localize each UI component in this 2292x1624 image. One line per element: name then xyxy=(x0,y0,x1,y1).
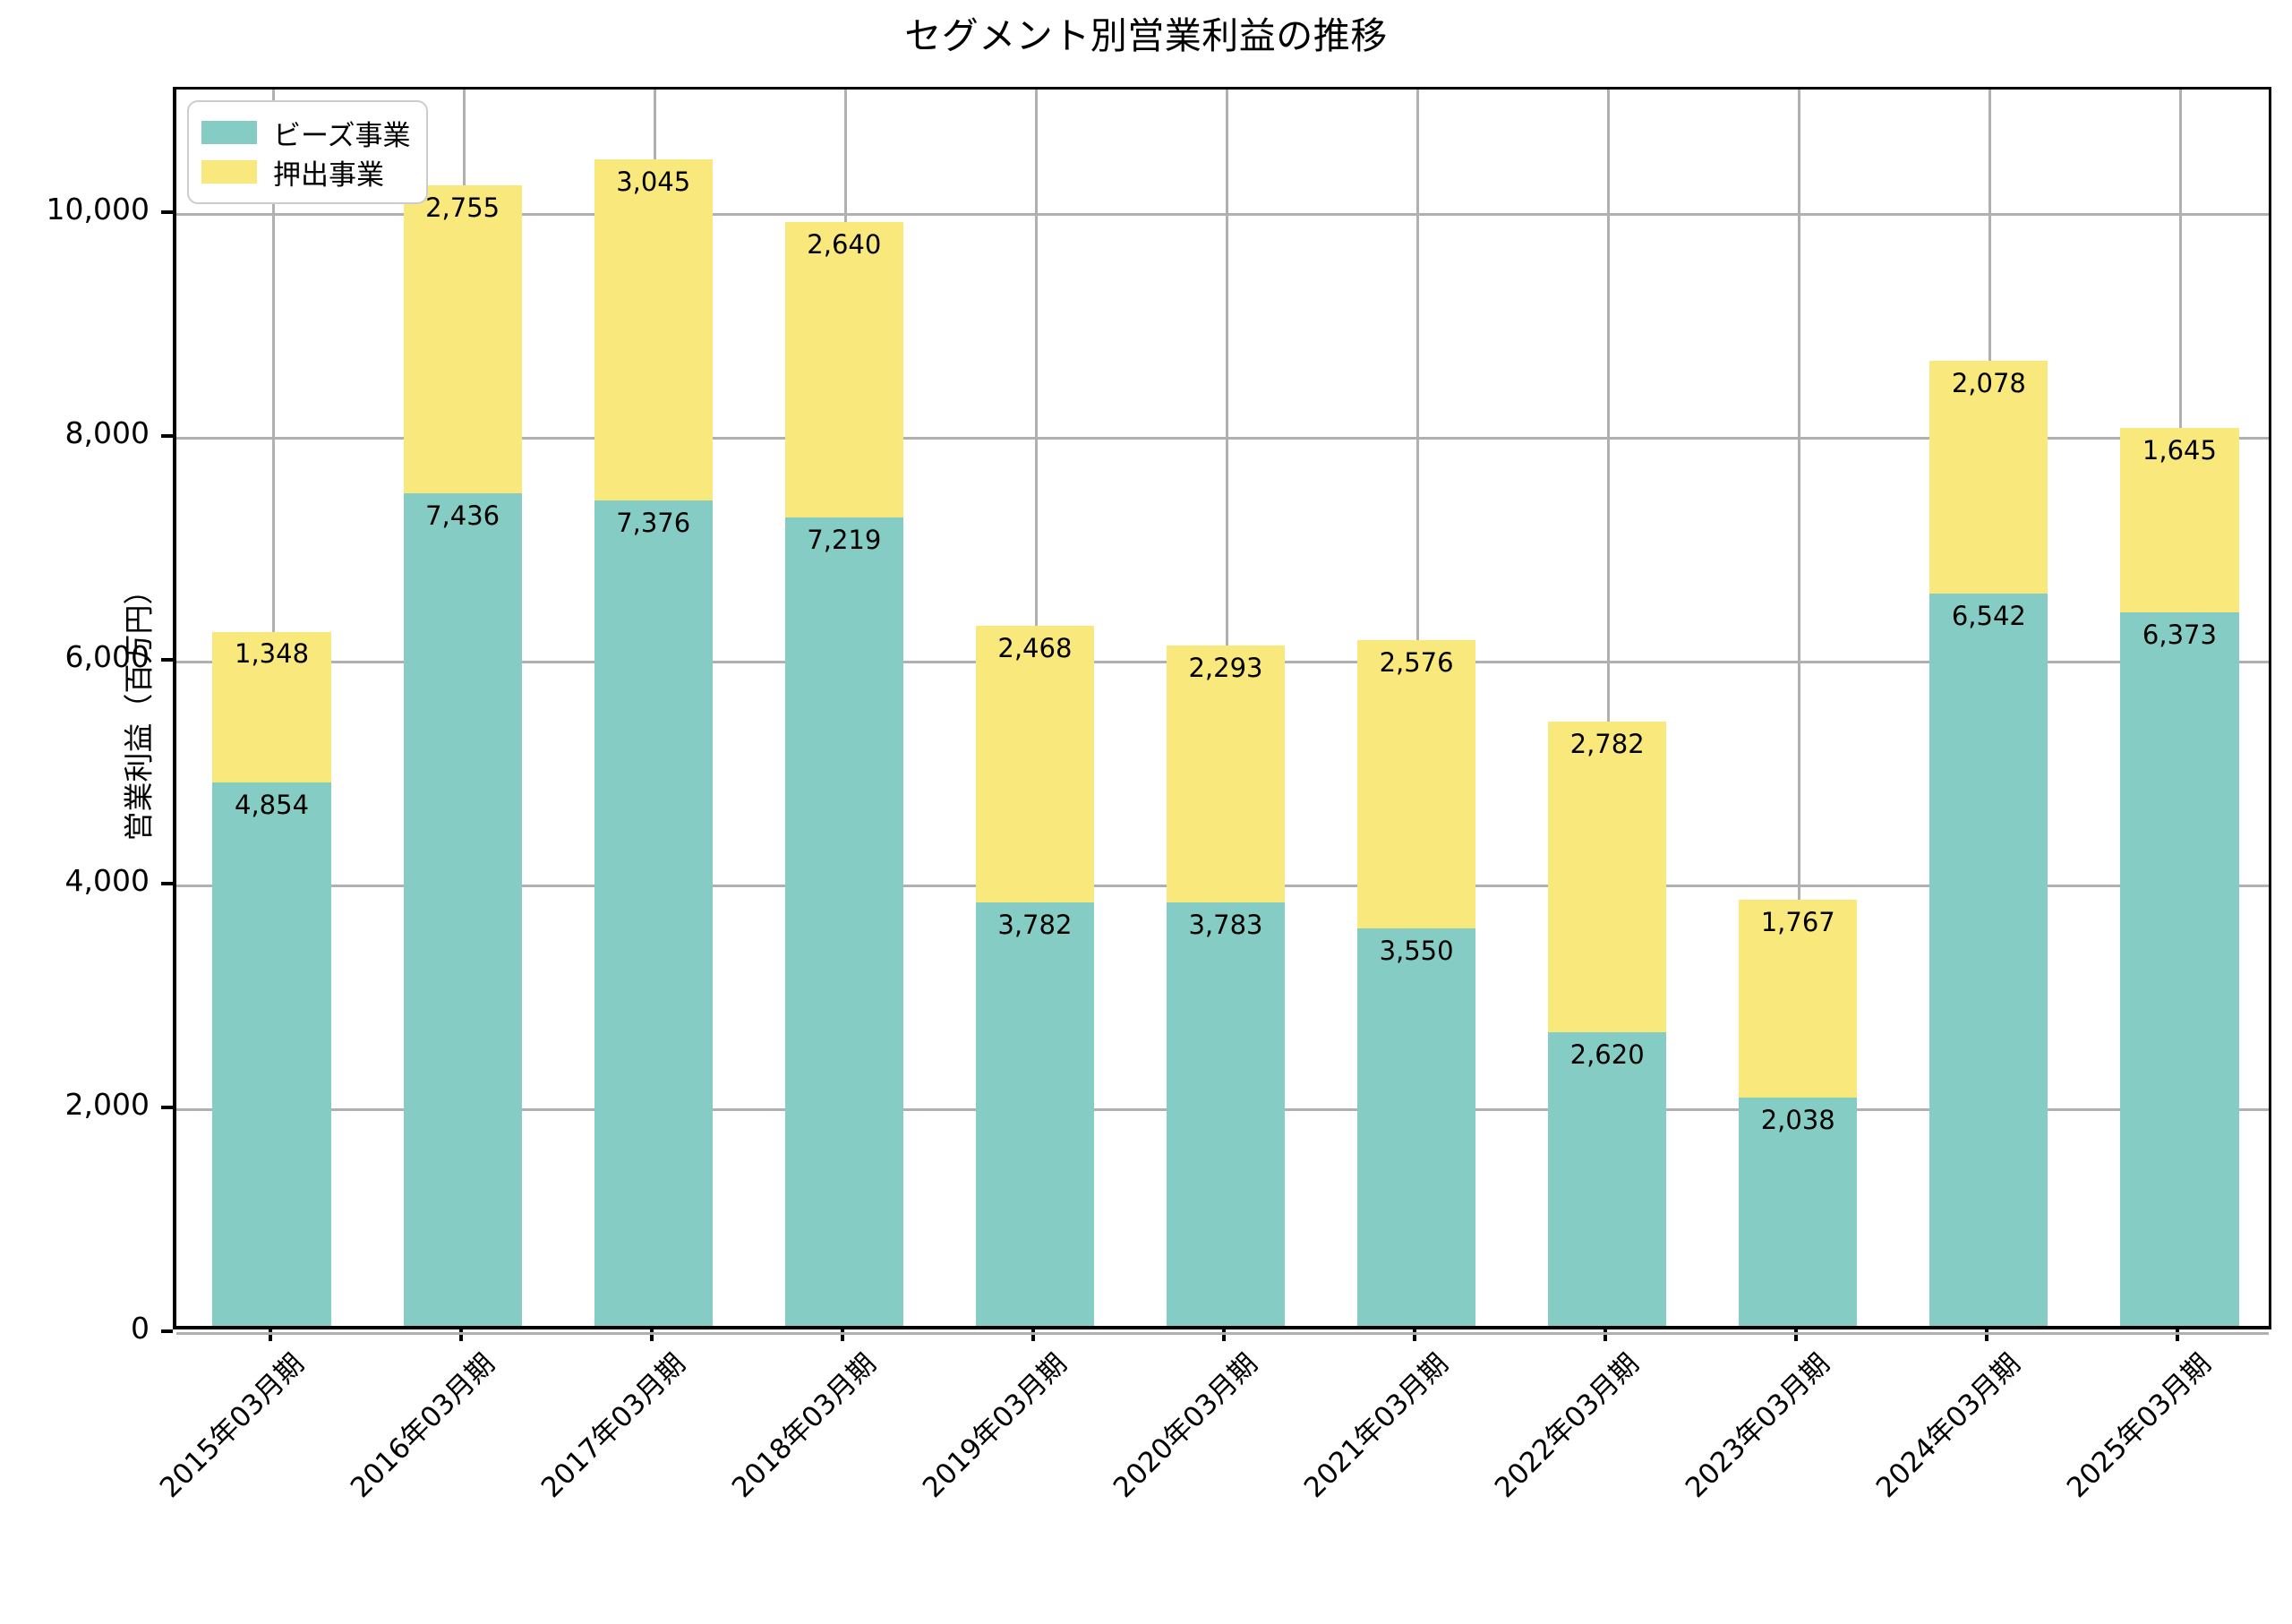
plot-inner: 4,854 1,348 7,436 2,755 7,376 3,045 7,219 2,640… xyxy=(176,90,2269,1335)
bar-segment-beads[interactable] xyxy=(1357,928,1476,1326)
bar-value-label-extrusion: 1,348 xyxy=(235,638,310,670)
x-tick-mark xyxy=(458,1329,463,1341)
y-tick-mark xyxy=(161,1329,173,1333)
y-axis-label-wrapper: 営業利益（百万円） xyxy=(9,87,157,1329)
bar-segment-beads[interactable] xyxy=(784,517,903,1326)
bar-value-label-beads: 7,376 xyxy=(616,507,691,538)
legend-swatch-icon xyxy=(201,160,257,184)
bar-segment-beads[interactable] xyxy=(1166,902,1286,1326)
bar-group[interactable]: 7,376 3,045 xyxy=(594,83,713,1326)
bar-value-label-beads: 3,783 xyxy=(1188,909,1263,940)
bar-segment-beads[interactable] xyxy=(1548,1032,1667,1326)
y-tick-label: 4,000 xyxy=(64,862,150,898)
bar-group[interactable]: 2,620 2,782 xyxy=(1548,83,1667,1326)
bar-group[interactable]: 4,854 1,348 xyxy=(212,83,331,1326)
bar-group[interactable]: 7,219 2,640 xyxy=(784,83,903,1326)
x-tick-mark xyxy=(840,1329,844,1341)
gridline-horizontal xyxy=(176,212,2269,216)
bar-value-label-beads: 3,782 xyxy=(997,910,1073,941)
bar-segment-extrusion[interactable] xyxy=(594,158,713,500)
bar-group[interactable]: 3,783 2,293 xyxy=(1166,83,1286,1326)
bar-value-label-beads: 7,219 xyxy=(807,525,882,556)
bar-group[interactable]: 6,373 1,645 xyxy=(2120,83,2239,1326)
bar-segment-extrusion[interactable] xyxy=(212,631,331,783)
y-tick-label: 6,000 xyxy=(64,638,150,674)
bar-value-label-extrusion: 2,755 xyxy=(425,192,500,223)
bar-segment-beads[interactable] xyxy=(594,500,713,1326)
bar-value-label-beads: 2,038 xyxy=(1760,1105,1835,1136)
x-tick-mark xyxy=(2176,1329,2180,1341)
bar-segment-extrusion[interactable] xyxy=(1929,361,2048,594)
chart-title: セグメント別営業利益の推移 xyxy=(904,14,1388,57)
bar-group[interactable]: 2,038 1,767 xyxy=(1739,83,1858,1326)
bar-segment-extrusion[interactable] xyxy=(1357,639,1476,929)
bar-segment-extrusion[interactable] xyxy=(784,222,903,518)
x-tick-mark xyxy=(1604,1329,1608,1341)
bar-value-label-extrusion: 1,645 xyxy=(2142,435,2217,466)
legend-item[interactable]: 押出事業 xyxy=(201,152,410,192)
x-tick-mark xyxy=(649,1329,654,1341)
legend-label: 押出事業 xyxy=(273,158,384,192)
bar-value-label-extrusion: 2,782 xyxy=(1569,728,1645,759)
bar-group[interactable]: 3,782 2,468 xyxy=(975,83,1094,1326)
bar-segment-beads[interactable] xyxy=(2120,612,2239,1326)
bar-value-label-beads: 2,620 xyxy=(1569,1039,1645,1071)
bar-segment-extrusion[interactable] xyxy=(1166,645,1286,902)
bar-value-label-extrusion: 1,767 xyxy=(1760,907,1835,938)
bar-value-label-beads: 6,542 xyxy=(1951,600,2026,631)
x-tick-mark xyxy=(1985,1329,1989,1341)
x-tick-mark xyxy=(268,1329,272,1341)
y-tick-mark xyxy=(161,657,173,662)
bar-segment-beads[interactable] xyxy=(403,493,522,1326)
bar-segment-extrusion[interactable] xyxy=(1548,721,1667,1033)
bar-segment-extrusion[interactable] xyxy=(2120,428,2239,613)
y-tick-label: 2,000 xyxy=(64,1086,150,1122)
bar-value-label-beads: 6,373 xyxy=(2142,620,2217,651)
bar-group[interactable]: 3,550 2,576 xyxy=(1357,83,1476,1326)
x-tick-mark xyxy=(1413,1329,1417,1341)
bar-segment-beads[interactable] xyxy=(212,782,331,1326)
bar-value-label-extrusion: 2,468 xyxy=(997,633,1073,664)
bar-value-label-extrusion: 3,045 xyxy=(616,166,691,197)
plot-area: 4,854 1,348 7,436 2,755 7,376 3,045 7,219 2,640… xyxy=(173,87,2271,1335)
y-tick-mark xyxy=(161,433,173,438)
bar-segment-extrusion[interactable] xyxy=(1739,900,1858,1098)
y-axis-label: 営業利益（百万円） xyxy=(121,575,157,842)
bar-value-label-extrusion: 2,078 xyxy=(1951,368,2026,399)
gridline-horizontal xyxy=(176,1332,2269,1335)
y-tick-mark xyxy=(161,209,173,214)
bar-value-label-beads: 4,854 xyxy=(235,790,310,821)
bar-segment-extrusion[interactable] xyxy=(403,184,522,494)
x-tick-mark xyxy=(1222,1329,1226,1341)
x-tick-mark xyxy=(1794,1329,1799,1341)
bar-group[interactable]: 6,542 2,078 xyxy=(1929,83,2048,1326)
bar-value-label-extrusion: 2,640 xyxy=(807,229,882,261)
y-tick-label: 10,000 xyxy=(46,191,150,227)
chart-legend: ビーズ事業 押出事業 xyxy=(187,100,429,204)
legend-swatch-icon xyxy=(201,121,257,144)
y-tick-mark xyxy=(161,1105,173,1109)
legend-label: ビーズ事業 xyxy=(273,119,411,152)
bar-segment-beads[interactable] xyxy=(1929,593,2048,1326)
x-tick-mark xyxy=(1031,1329,1035,1341)
bar-value-label-extrusion: 2,293 xyxy=(1188,653,1263,684)
chart-figure: セグメント別営業利益の推移 営業利益（百万円） 0 2,000 4,000 6,000… xyxy=(9,14,2271,1505)
y-tick-mark xyxy=(161,881,173,885)
y-tick-label: 0 xyxy=(131,1311,150,1346)
bar-group[interactable]: 7,436 2,755 xyxy=(403,83,522,1326)
bar-segment-beads[interactable] xyxy=(1739,1098,1858,1326)
gridline-vertical xyxy=(1607,90,1611,1326)
gridline-horizontal xyxy=(176,436,2269,440)
bar-segment-beads[interactable] xyxy=(975,902,1094,1326)
bar-value-label-beads: 3,550 xyxy=(1379,936,1454,967)
bar-value-label-extrusion: 2,576 xyxy=(1379,646,1454,678)
y-tick-label: 8,000 xyxy=(64,415,150,450)
legend-item[interactable]: ビーズ事業 xyxy=(201,113,410,152)
bar-value-label-beads: 7,436 xyxy=(425,500,500,532)
bar-segment-extrusion[interactable] xyxy=(975,626,1094,903)
gridline-vertical xyxy=(1798,90,1801,1326)
